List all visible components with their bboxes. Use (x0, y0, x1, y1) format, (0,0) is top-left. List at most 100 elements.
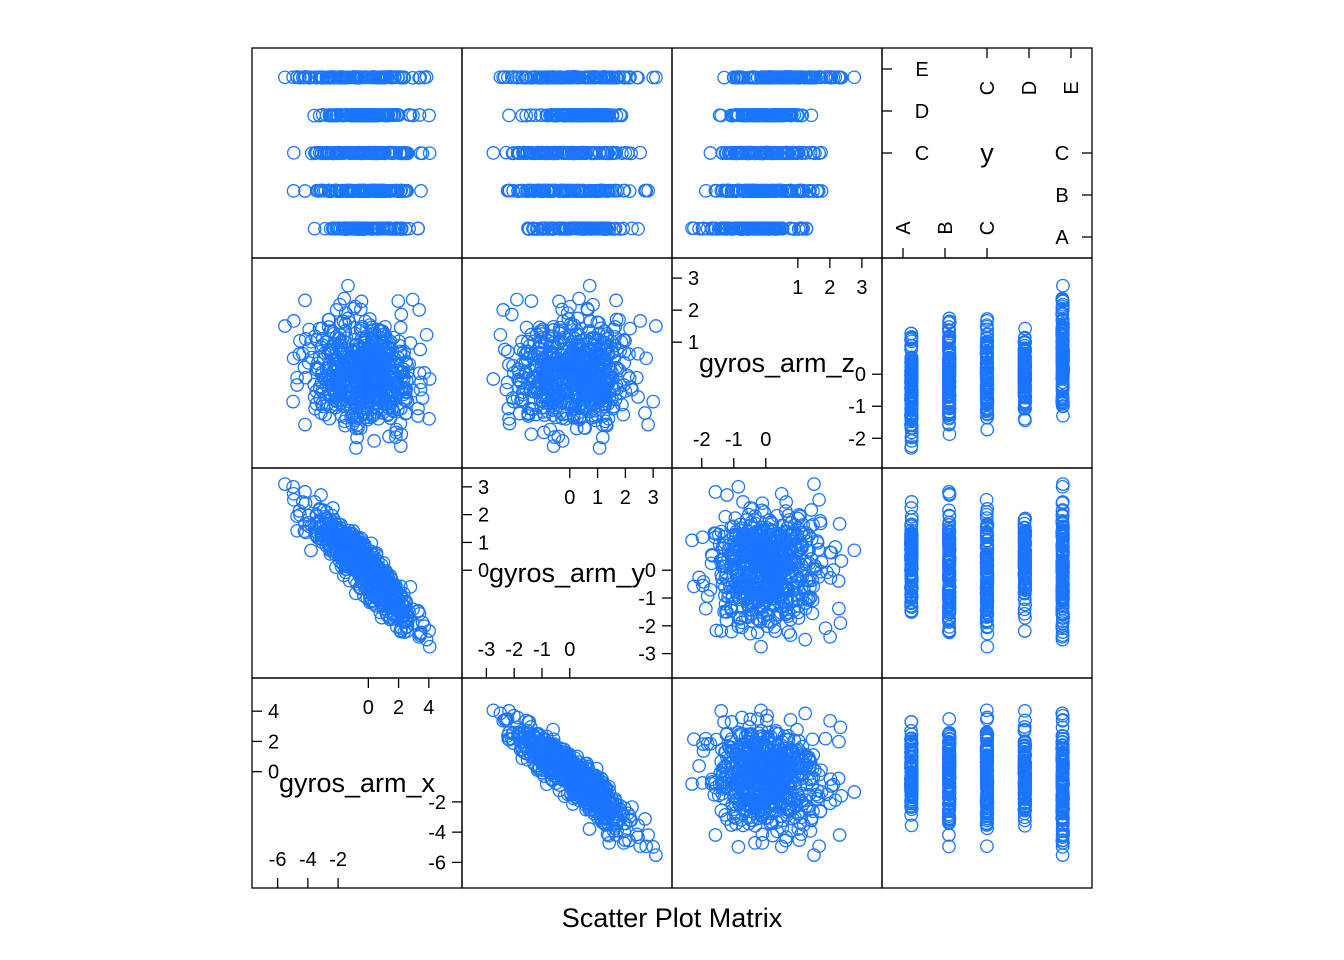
data-point (318, 221, 332, 236)
data-point (572, 221, 586, 236)
data-point (353, 70, 368, 85)
data-point (608, 183, 623, 198)
data-point (358, 221, 373, 236)
data-point (773, 107, 788, 122)
data-point (589, 70, 603, 84)
data-point (352, 221, 367, 236)
data-point (321, 184, 336, 199)
data-point (286, 394, 300, 409)
data-point (360, 183, 375, 198)
data-point (795, 221, 809, 236)
data-point (543, 184, 557, 199)
data-point (757, 108, 772, 123)
data-point (552, 294, 566, 309)
data-point (698, 183, 713, 198)
data-point (631, 222, 645, 236)
data-point (767, 107, 782, 122)
data-point (349, 146, 364, 160)
data-point (524, 294, 539, 308)
data-point (332, 221, 346, 236)
data-point (391, 294, 406, 308)
data-point (371, 146, 386, 160)
data-point (714, 108, 729, 123)
data-point (298, 417, 312, 432)
data-point (304, 543, 318, 558)
data-point (552, 184, 567, 198)
data-point (526, 221, 540, 236)
data-point (552, 145, 567, 160)
data-point (392, 146, 407, 161)
data-point (813, 70, 828, 84)
data-point (576, 221, 590, 236)
data-point (399, 183, 414, 198)
data-point (804, 108, 819, 123)
data-point (779, 145, 794, 160)
data-point (546, 145, 561, 160)
data-point (422, 108, 436, 123)
data-point (601, 183, 616, 198)
data-point (290, 523, 304, 538)
data-point (755, 70, 770, 84)
data-point (309, 146, 324, 160)
data-point (387, 107, 402, 122)
data-point (422, 146, 437, 161)
data-point (382, 429, 396, 444)
data-point (398, 145, 412, 160)
data-point (791, 108, 805, 123)
data-point (347, 70, 362, 85)
data-point (805, 70, 820, 85)
data-point (775, 221, 789, 236)
data-point (729, 146, 744, 161)
data-point (369, 183, 384, 198)
data-point (623, 321, 637, 336)
data-point (552, 221, 567, 236)
data-point (581, 108, 596, 122)
data-point (504, 70, 519, 85)
data-point (595, 108, 609, 123)
data-point (360, 108, 375, 123)
data-point (784, 70, 799, 85)
data-point (740, 221, 755, 236)
data-point (312, 108, 327, 123)
data-point (546, 439, 561, 453)
data-point (698, 601, 713, 616)
data-point (341, 278, 355, 293)
data-point (609, 108, 624, 123)
data-point (847, 70, 862, 85)
data-point (766, 221, 780, 236)
data-point (412, 70, 427, 85)
data-point (286, 184, 301, 198)
data-point (510, 292, 524, 307)
data-point (687, 579, 701, 594)
data-point (754, 639, 768, 654)
data-point (747, 70, 762, 85)
data-point (616, 221, 631, 236)
data-point (540, 108, 555, 123)
data-point (695, 530, 710, 545)
data-point (502, 108, 516, 123)
data-point (703, 146, 718, 160)
data-point (403, 580, 418, 594)
data-point (646, 394, 661, 409)
data-point (526, 146, 541, 161)
data-point (535, 183, 549, 198)
data-point (740, 108, 755, 123)
data-point (564, 108, 579, 122)
data-point (708, 485, 723, 499)
data-point (556, 183, 571, 198)
data-point (391, 221, 405, 236)
data-point (298, 70, 312, 84)
data-point (326, 145, 340, 160)
data-point (308, 70, 322, 85)
data-point (646, 70, 661, 85)
data-point (405, 292, 420, 307)
data-point (609, 293, 623, 308)
data-point (398, 222, 413, 236)
data-point (649, 70, 663, 85)
data-point (394, 183, 409, 198)
data-point (598, 145, 613, 160)
data-point (352, 108, 367, 122)
data-point (574, 183, 589, 198)
data-point (376, 221, 390, 236)
data-point (422, 411, 436, 426)
